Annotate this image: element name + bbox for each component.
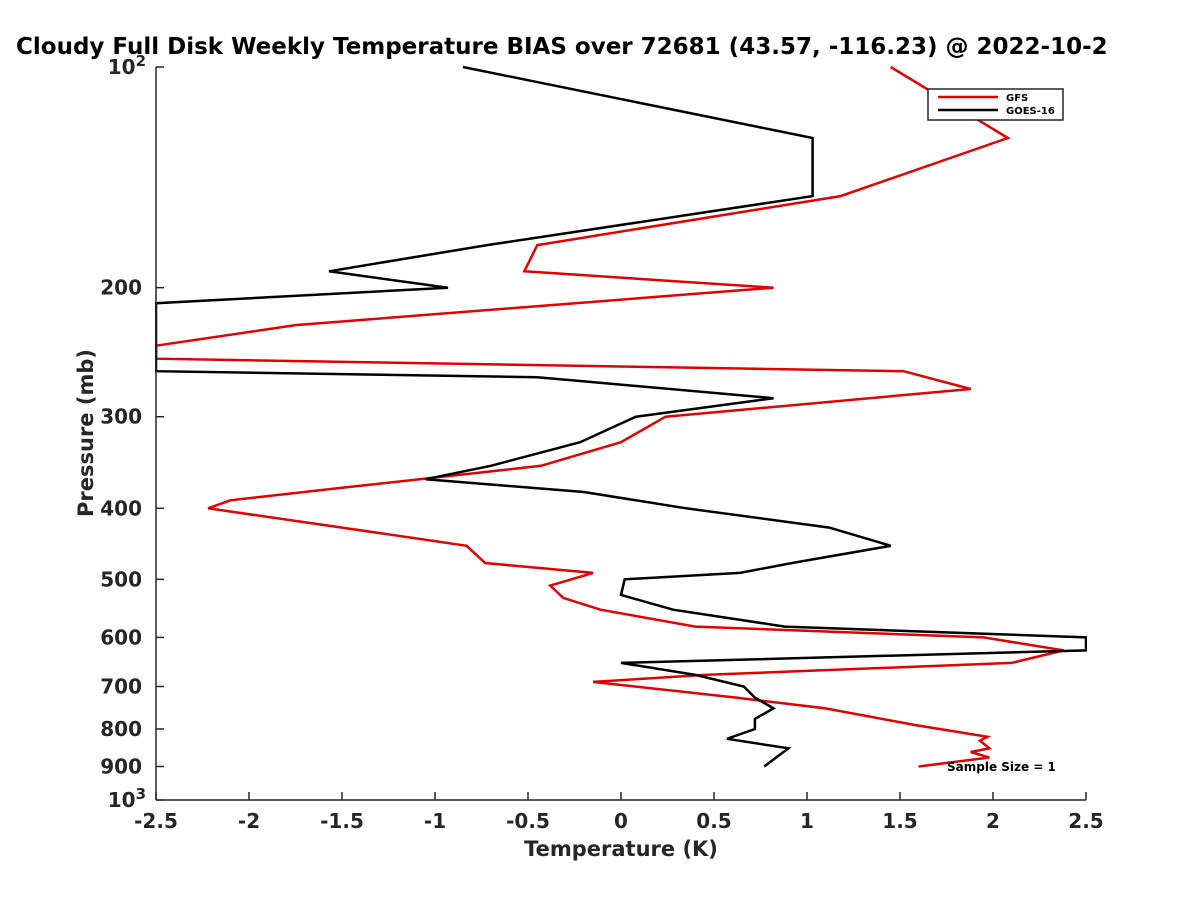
x-tick-label: -0.5 <box>506 809 550 833</box>
sample-size-annotation: Sample Size = 1 <box>947 760 1056 774</box>
y-tick-label: 400 <box>100 496 142 520</box>
y-tick-label: 102 <box>108 52 146 79</box>
series-layer <box>155 65 1087 768</box>
x-tick-label: -2.5 <box>134 809 178 833</box>
y-tick-label: 600 <box>100 625 142 649</box>
x-tick-label: 0 <box>614 809 628 833</box>
x-axis-label: Temperature (K) <box>524 837 718 861</box>
x-tick-label: -1.5 <box>320 809 364 833</box>
y-axis-label: Pressure (mb) <box>74 349 98 517</box>
plot-area <box>156 67 1086 800</box>
y-tick-label: 200 <box>100 276 142 300</box>
y-tick-label: 800 <box>100 717 142 741</box>
y-tick-label: 700 <box>100 674 142 698</box>
x-axis-ticks: -2.5 -2 -1.5 -1 -0.5 0 0.5 1 1.5 2 2.5 <box>134 792 1104 833</box>
x-tick-label: -2 <box>238 809 260 833</box>
x-tick-label: 1 <box>800 809 814 833</box>
y-tick-label: 500 <box>100 567 142 591</box>
y-axis-ticks: 200 300 400 500 600 700 800 900 102 103 <box>100 52 164 812</box>
y-tick-label: 103 <box>108 785 146 812</box>
x-tick-label: 2.5 <box>1068 809 1103 833</box>
chart-title: Cloudy Full Disk Weekly Temperature BIAS… <box>16 34 1108 60</box>
x-tick-label: -1 <box>424 809 446 833</box>
y-tick-label: 300 <box>100 405 142 429</box>
legend-label-goes-16: GOES-16 <box>1006 106 1055 117</box>
x-tick-label: 0.5 <box>696 809 731 833</box>
x-tick-label: 2 <box>986 809 1000 833</box>
x-tick-label: 1.5 <box>882 809 917 833</box>
legend: GFS GOES-16 <box>927 88 1064 121</box>
legend-box <box>927 88 1064 121</box>
series-line-gfs <box>155 65 1064 768</box>
y-tick-label: 900 <box>100 754 142 778</box>
legend-label-gfs: GFS <box>1006 93 1028 104</box>
series-line-goes-16 <box>155 65 1087 768</box>
